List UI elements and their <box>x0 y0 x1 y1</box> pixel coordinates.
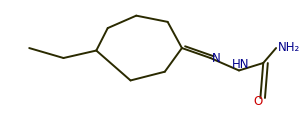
Text: N: N <box>212 52 221 65</box>
Text: HN: HN <box>232 58 249 71</box>
Text: O: O <box>253 94 262 107</box>
Text: NH₂: NH₂ <box>278 41 300 54</box>
